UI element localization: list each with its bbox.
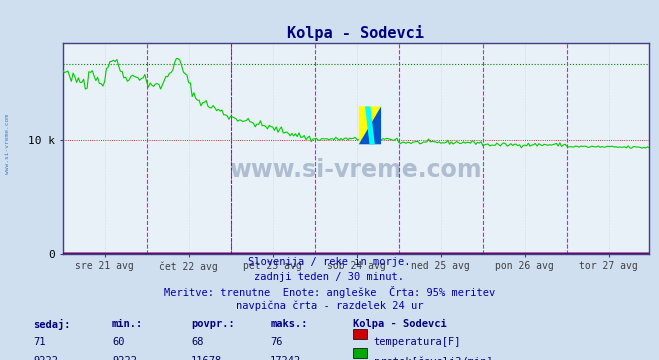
Text: pretok[čevelj3/min]: pretok[čevelj3/min] <box>374 356 492 360</box>
Text: zadnji teden / 30 minut.: zadnji teden / 30 minut. <box>254 272 405 282</box>
Text: 17242: 17242 <box>270 356 301 360</box>
Text: 11678: 11678 <box>191 356 222 360</box>
Text: maks.:: maks.: <box>270 319 308 329</box>
Text: 71: 71 <box>33 337 45 347</box>
Text: www.si-vreme.com: www.si-vreme.com <box>5 114 10 174</box>
Title: Kolpa - Sodevci: Kolpa - Sodevci <box>287 24 424 41</box>
Text: 76: 76 <box>270 337 283 347</box>
Polygon shape <box>358 107 381 144</box>
Text: Kolpa - Sodevci: Kolpa - Sodevci <box>353 319 446 329</box>
Text: Meritve: trenutne  Enote: angleške  Črta: 95% meritev: Meritve: trenutne Enote: angleške Črta: … <box>164 286 495 298</box>
Text: www.si-vreme.com: www.si-vreme.com <box>229 158 482 181</box>
Text: sedaj:: sedaj: <box>33 319 71 330</box>
Text: Slovenija / reke in morje.: Slovenija / reke in morje. <box>248 257 411 267</box>
Text: min.:: min.: <box>112 319 143 329</box>
Text: povpr.:: povpr.: <box>191 319 235 329</box>
Text: 60: 60 <box>112 337 125 347</box>
Text: 9222: 9222 <box>112 356 137 360</box>
Polygon shape <box>365 107 375 144</box>
Polygon shape <box>358 107 381 144</box>
Text: 68: 68 <box>191 337 204 347</box>
Text: temperatura[F]: temperatura[F] <box>374 337 461 347</box>
Text: navpična črta - razdelek 24 ur: navpična črta - razdelek 24 ur <box>236 301 423 311</box>
Text: 9222: 9222 <box>33 356 58 360</box>
